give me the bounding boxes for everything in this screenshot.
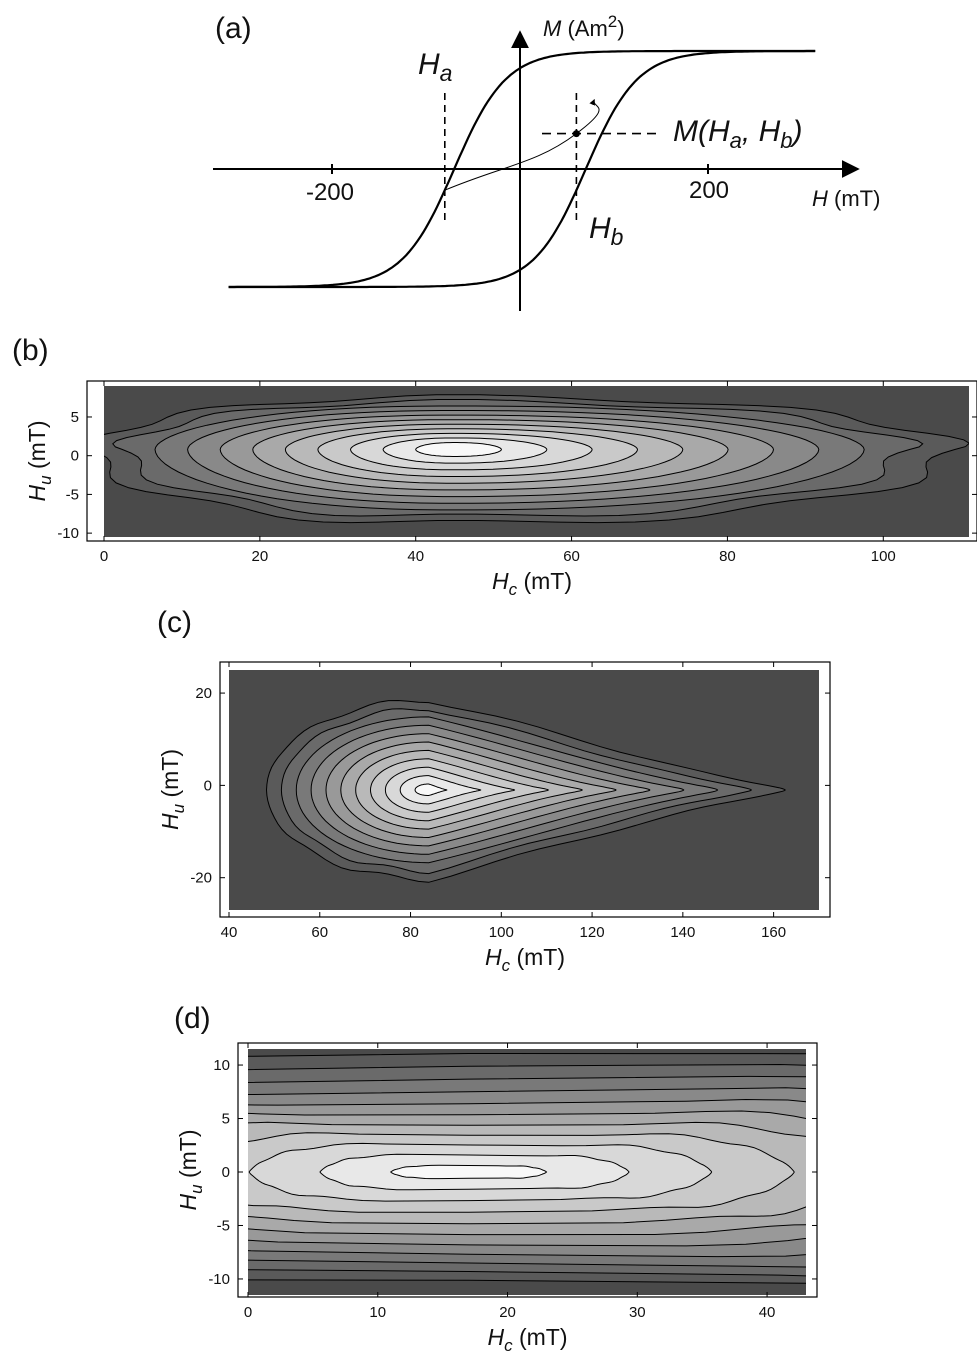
panel-a-label: (a) (215, 12, 252, 45)
x-tick-label: 20 (499, 1304, 516, 1321)
m-label: M(Ha, Hb) (673, 115, 803, 153)
h-axis-symbol: H (812, 186, 828, 211)
hysteresis-upper-branch (228, 49, 816, 289)
y-axis-label: Hu (mT) (157, 749, 188, 830)
panel-b-forc-diagram: (b) 0 20 40 60 80 100 5 0 -5 -10 Hc (mT) Hu (mT) (12, 334, 977, 599)
y-tick-label: 5 (71, 409, 79, 426)
y-tick-label: -20 (190, 870, 212, 887)
m-axis-unit-sup: 2 (608, 12, 617, 31)
panel-d-label: (d) (174, 1002, 211, 1035)
y-tick-label: 0 (71, 448, 79, 465)
m-axis-label: M (Am2) (543, 12, 625, 41)
y-tick-label: -5 (217, 1217, 230, 1234)
x-axis-label: Hc (mT) (485, 944, 565, 975)
y-axis-label: Hu (mT) (175, 1129, 206, 1210)
y-tick-label: -10 (208, 1271, 230, 1288)
x-tick-label: 100 (489, 924, 514, 941)
x-tick-label: 160 (761, 924, 786, 941)
x-tick-label: 0 (244, 1304, 252, 1321)
contour-levels (248, 1052, 806, 1284)
h-axis-unit: (mT) (834, 186, 880, 211)
m-axis-unit: (Am (567, 16, 607, 41)
y-tick-label: 5 (222, 1111, 230, 1128)
x-axis-label: Hc (mT) (492, 568, 572, 599)
x-tick-label: 40 (759, 1304, 776, 1321)
reversal-curve (444, 99, 600, 191)
panel-d-forc-diagram: (d) 0 10 20 30 40 10 5 0 -5 -10 Hc (mT) Hu (mT) (174, 1002, 818, 1355)
h-axis-tick-label-200: 200 (689, 177, 729, 204)
y-tick-label: 10 (213, 1057, 230, 1074)
x-tick-label: 40 (407, 548, 424, 565)
hb-label: Hb (589, 212, 624, 250)
x-tick-label: 0 (100, 548, 108, 565)
m-axis-unit-close: ) (617, 16, 624, 41)
m-axis-symbol: M (543, 16, 562, 41)
panel-c-label: (c) (157, 606, 192, 639)
x-tick-label: 120 (580, 924, 605, 941)
ha-label: Ha (418, 48, 452, 86)
x-tick-label: 30 (629, 1304, 646, 1321)
y-tick-label: -10 (57, 525, 79, 542)
panel-b-label: (b) (12, 334, 49, 367)
contour-level-11 (389, 1164, 548, 1180)
panel-c-forc-diagram: (c) 40 60 80 100 120 140 160 20 0 -20 Hc (mT) Hu (m… (157, 606, 831, 975)
hysteresis-lower-branch (228, 49, 816, 289)
y-tick-label: -5 (66, 486, 79, 503)
x-tick-label: 60 (563, 548, 580, 565)
panel-a-hysteresis: (a) -200 200 M (Am2) H (mT) Ha Hb (213, 12, 880, 311)
x-tick-label: 100 (871, 548, 896, 565)
x-tick-label: 80 (719, 548, 736, 565)
contour-levels (265, 699, 786, 883)
x-tick-label: 20 (252, 548, 269, 565)
x-tick-label: 80 (402, 924, 419, 941)
m-point (572, 130, 580, 138)
contour-level-11 (415, 442, 502, 457)
h-axis-tick-label-neg200: -200 (306, 179, 354, 206)
x-tick-label: 40 (221, 924, 238, 941)
x-tick-label: 140 (670, 924, 695, 941)
contour-level-11 (414, 783, 448, 796)
x-axis-label: Hc (mT) (487, 1324, 567, 1355)
y-tick-label: 0 (222, 1164, 230, 1181)
y-axis-label: Hu (mT) (24, 420, 55, 501)
x-tick-label: 60 (311, 924, 328, 941)
h-axis-label: H (mT) (812, 186, 880, 211)
contour-levels (104, 394, 969, 524)
y-tick-label: 20 (195, 685, 212, 702)
y-tick-label: 0 (204, 777, 212, 794)
x-tick-label: 10 (369, 1304, 386, 1321)
